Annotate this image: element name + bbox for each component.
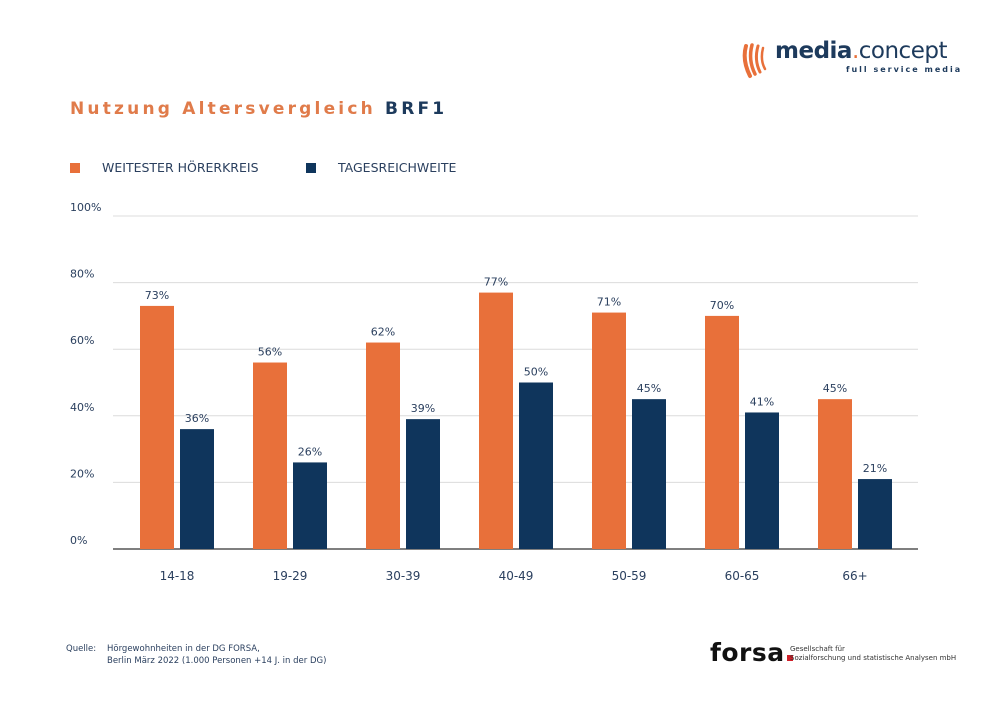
bar-tagesreichweite [632, 399, 666, 549]
forsa-line-2: Sozialforschung und statistische Analyse… [790, 654, 957, 662]
legend-label: TAGESREICHWEITE [338, 160, 457, 175]
bar-weitester-hoererkreis [366, 342, 400, 549]
data-label: 50% [524, 366, 548, 379]
data-label: 77% [484, 276, 508, 289]
legend-swatch-navy [306, 162, 316, 173]
y-tick-label: 40% [70, 401, 94, 414]
x-tick-label: 40-49 [499, 569, 534, 583]
forsa-dot-icon [786, 655, 793, 661]
y-tick-label: 0% [70, 534, 87, 547]
media-concept-logo-icon [742, 43, 767, 78]
data-label: 73% [145, 289, 169, 302]
source-text: Hörgewohnheiten in der DG FORSA, Berlin … [107, 643, 326, 667]
source-line-2: Berlin März 2022 (1.000 Personen +14 J. … [107, 656, 327, 666]
data-label: 70% [710, 299, 734, 312]
data-label: 45% [637, 382, 661, 395]
forsa-name: forsa [710, 638, 785, 667]
data-label: 26% [298, 445, 322, 458]
y-tick-label: 80% [70, 268, 94, 281]
y-tick-label: 60% [70, 334, 94, 347]
data-label: 39% [411, 402, 435, 415]
data-label: 45% [823, 382, 847, 395]
bar-tagesreichweite [745, 412, 779, 549]
chart-title-station: BRF1 [385, 99, 448, 119]
x-tick-label: 50-59 [612, 569, 647, 583]
source-label: Quelle: [66, 644, 97, 654]
bar-weitester-hoererkreis [253, 362, 287, 549]
bar-weitester-hoererkreis [705, 315, 739, 549]
source-line-1: Hörgewohnheiten in der DG FORSA, [107, 644, 260, 654]
y-tick-label: 100% [70, 201, 101, 214]
forsa-description: Gesellschaft für Sozialforschung und sta… [790, 645, 956, 663]
data-label: 36% [185, 412, 209, 425]
chart-title: Nutzung Altersvergleich BRF1 [70, 99, 447, 119]
bar-weitester-hoererkreis [140, 305, 174, 549]
legend-item-weitester-hoererkreis: WEITESTER HÖRERKREIS [70, 160, 259, 175]
legend-item-tagesreichweite: TAGESREICHWEITE [306, 160, 456, 175]
forsa-line-1: Gesellschaft für [790, 645, 845, 653]
bar-tagesreichweite [406, 419, 440, 549]
x-tick-label: 14-18 [160, 569, 195, 583]
logo-tagline: full service media [846, 65, 963, 74]
bar-tagesreichweite [293, 462, 327, 549]
x-tick-label: 66+ [842, 569, 867, 583]
data-label: 41% [750, 395, 774, 408]
bar-weitester-hoererkreis [818, 399, 852, 549]
forsa-logo: forsa [710, 638, 793, 667]
bar-tagesreichweite [519, 382, 553, 549]
bar-tagesreichweite [858, 479, 892, 549]
y-tick-label: 20% [70, 467, 94, 480]
bar-weitester-hoererkreis [592, 312, 626, 549]
x-tick-label: 19-29 [273, 569, 308, 583]
x-tick-label: 60-65 [725, 569, 760, 583]
x-tick-label: 30-39 [386, 569, 421, 583]
bar-weitester-hoererkreis [479, 292, 513, 549]
chart-title-main: Nutzung Altersvergleich [70, 99, 376, 119]
legend-swatch-orange [70, 162, 80, 173]
data-label: 21% [863, 462, 887, 475]
data-label: 71% [597, 296, 621, 309]
media-concept-logo: media.concept [775, 38, 947, 64]
bar-tagesreichweite [180, 429, 214, 549]
legend-label: WEITESTER HÖRERKREIS [102, 160, 259, 175]
data-label: 56% [258, 346, 282, 359]
data-label: 62% [371, 326, 395, 339]
